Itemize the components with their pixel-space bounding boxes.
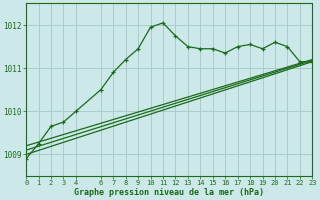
X-axis label: Graphe pression niveau de la mer (hPa): Graphe pression niveau de la mer (hPa) [74, 188, 264, 197]
